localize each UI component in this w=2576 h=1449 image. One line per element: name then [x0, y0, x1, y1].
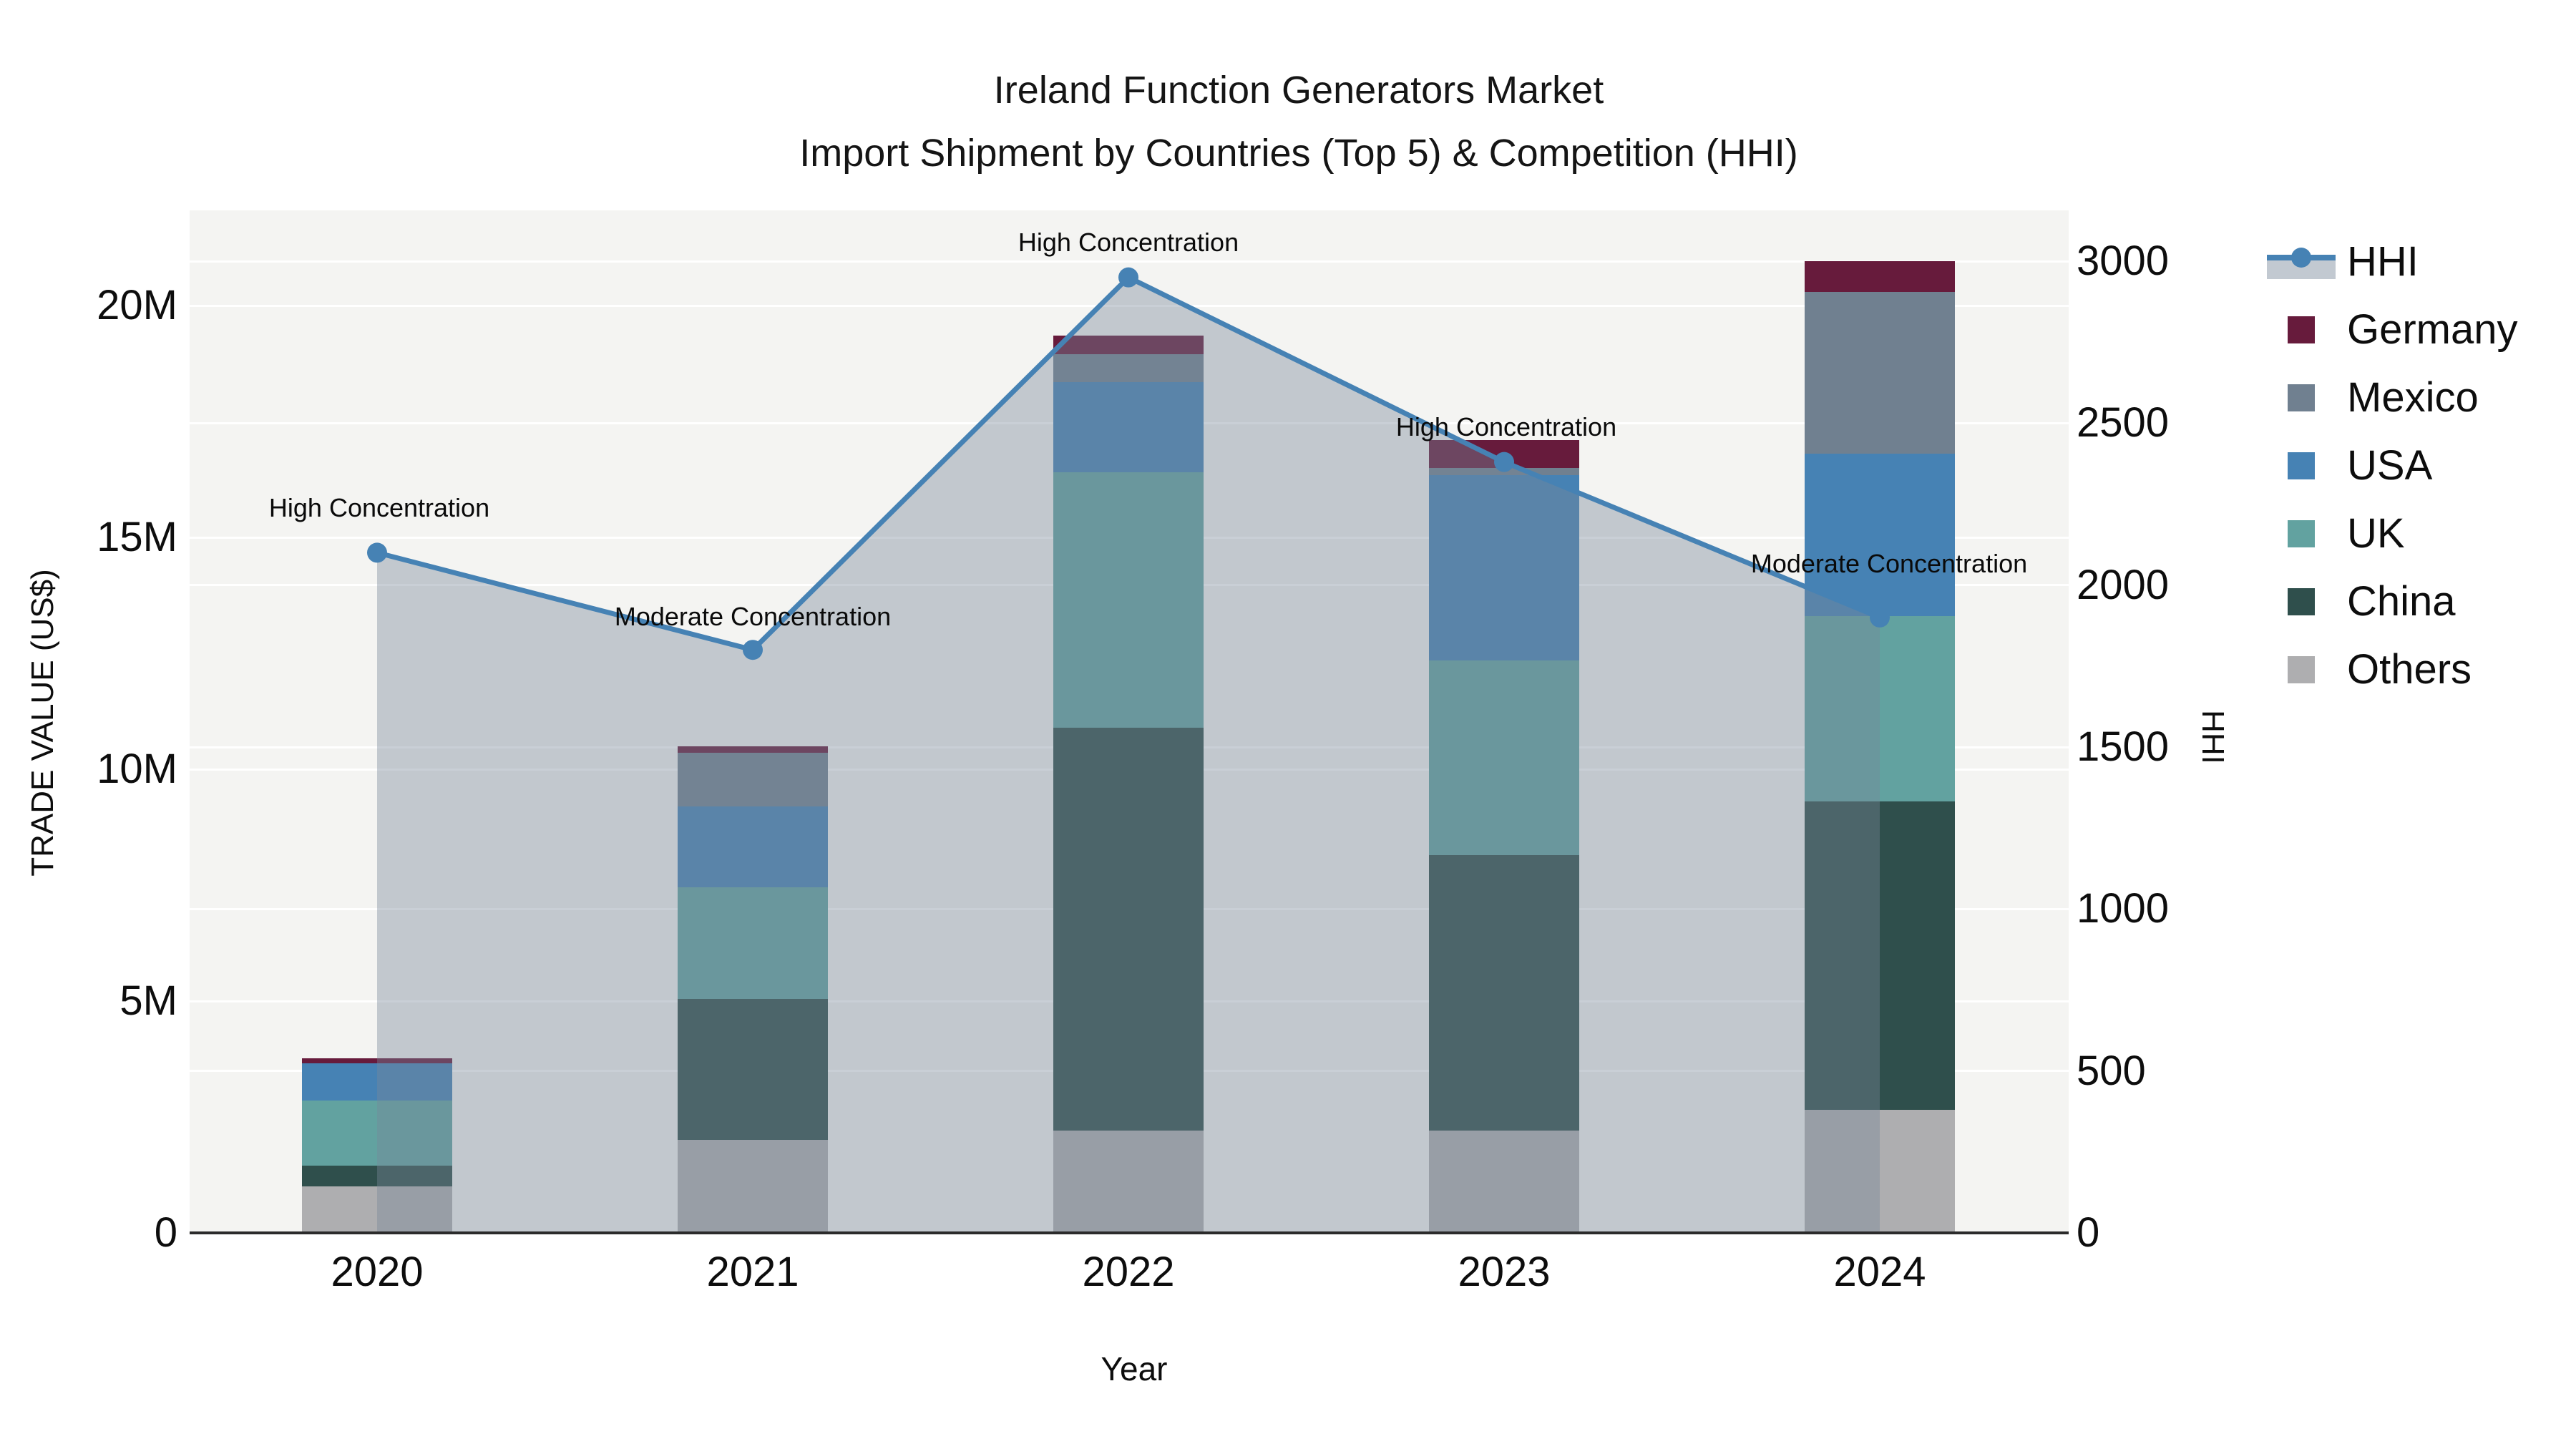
bar-segment-2021-China	[678, 998, 828, 1141]
bar-segment-2024-Mexico	[1805, 291, 1955, 454]
y-axis-left-title: TRADE VALUE (US$)	[25, 569, 60, 877]
bar-segment-2020-Germany	[302, 1058, 452, 1064]
y-left-tick-0: 0	[154, 1209, 177, 1256]
annotation-2022: High Concentration	[1018, 227, 1239, 257]
x-tick-2021: 2021	[706, 1249, 799, 1295]
bar-segment-2021-USA	[678, 806, 828, 888]
legend-swatch-Others	[2288, 656, 2315, 683]
bar-segment-2021-UK	[678, 887, 828, 999]
bar-segment-2024-Germany	[1805, 261, 1955, 292]
legend-label-Mexico: Mexico	[2347, 374, 2479, 421]
x-tick-2022: 2022	[1082, 1249, 1175, 1295]
bar-segment-2023-Mexico	[1429, 467, 1579, 475]
bar-segment-2023-USA	[1429, 474, 1579, 660]
y-right-tick-3000: 3000	[2077, 238, 2170, 284]
legend-hhi-marker	[2291, 248, 2311, 268]
annotation-2023: High Concentration	[1395, 411, 1617, 441]
bar-segment-2023-UK	[1429, 660, 1579, 855]
plot-area	[190, 210, 2069, 1234]
bar-segment-2022-China	[1053, 727, 1204, 1131]
bar-segment-2021-Germany	[678, 746, 828, 753]
legend-label-HHI: HHI	[2347, 238, 2419, 285]
legend-swatch-Mexico	[2288, 384, 2315, 411]
legend-label-Others: Others	[2347, 646, 2472, 693]
annotation-2024: Moderate Concentration	[1750, 548, 2028, 578]
bar-segment-2021-Others	[678, 1140, 828, 1233]
hhi-marker-2020	[367, 542, 387, 563]
y-right-tick-1500: 1500	[2077, 723, 2170, 770]
gridline-left-axis	[190, 304, 2069, 307]
bar-segment-2020-China	[302, 1166, 452, 1187]
hhi-marker-2021	[743, 640, 763, 660]
legend-swatch-China	[2288, 588, 2315, 615]
bar-segment-2024-Others	[1805, 1110, 1955, 1233]
bar-segment-2021-Mexico	[678, 753, 828, 806]
legend-label-UK: UK	[2347, 510, 2405, 557]
x-axis-line	[190, 1231, 2069, 1234]
y-left-tick-15M: 15M	[97, 514, 177, 560]
legend-label-USA: USA	[2347, 442, 2433, 489]
y-right-tick-1000: 1000	[2077, 885, 2170, 932]
gridline-right-axis	[190, 260, 2069, 263]
legend-swatch-Germany	[2288, 316, 2315, 343]
y-right-tick-2000: 2000	[2077, 561, 2170, 608]
bar-segment-2022-Mexico	[1053, 354, 1204, 382]
x-axis-title: Year	[1101, 1350, 1168, 1387]
legend-swatch-UK	[2288, 520, 2315, 547]
x-tick-2020: 2020	[331, 1249, 424, 1295]
y-right-tick-2500: 2500	[2077, 399, 2170, 447]
bar-segment-2023-China	[1429, 854, 1579, 1131]
bar-segment-2023-Germany	[1429, 439, 1579, 468]
bar-segment-2023-Others	[1429, 1131, 1579, 1233]
legend-swatch-USA	[2288, 452, 2315, 479]
x-tick-2023: 2023	[1458, 1249, 1551, 1295]
bar-segment-2020-Others	[302, 1186, 452, 1233]
bar-segment-2024-China	[1805, 801, 1955, 1111]
chart-title-line2: Import Shipment by Countries (Top 5) & C…	[799, 132, 1798, 175]
bar-segment-2022-Others	[1053, 1131, 1204, 1233]
legend-label-China: China	[2347, 578, 2456, 625]
y-right-tick-500: 500	[2077, 1047, 2146, 1094]
bar-segment-2022-UK	[1053, 472, 1204, 728]
y-left-tick-5M: 5M	[119, 977, 177, 1024]
annotation-2020: High Concentration	[268, 493, 490, 523]
bar-segment-2024-UK	[1805, 616, 1955, 802]
bar-segment-2020-USA	[302, 1063, 452, 1101]
legend-label-Germany: Germany	[2347, 306, 2518, 353]
bar-segment-2022-USA	[1053, 381, 1204, 473]
chart-title-line1: Ireland Function Generators Market	[993, 69, 1604, 112]
x-tick-2024: 2024	[1833, 1249, 1926, 1295]
y-left-tick-20M: 20M	[97, 282, 177, 328]
y-right-tick-0: 0	[2077, 1209, 2100, 1256]
bar-segment-2020-UK	[302, 1101, 452, 1166]
hhi-marker-2022	[1118, 267, 1138, 288]
annotation-2021: Moderate Concentration	[614, 602, 892, 632]
bar-segment-2022-Germany	[1053, 336, 1204, 355]
bar-segment-2024-USA	[1805, 454, 1955, 617]
y-axis-right-title: HHI	[2195, 710, 2230, 764]
y-left-tick-10M: 10M	[97, 746, 177, 792]
